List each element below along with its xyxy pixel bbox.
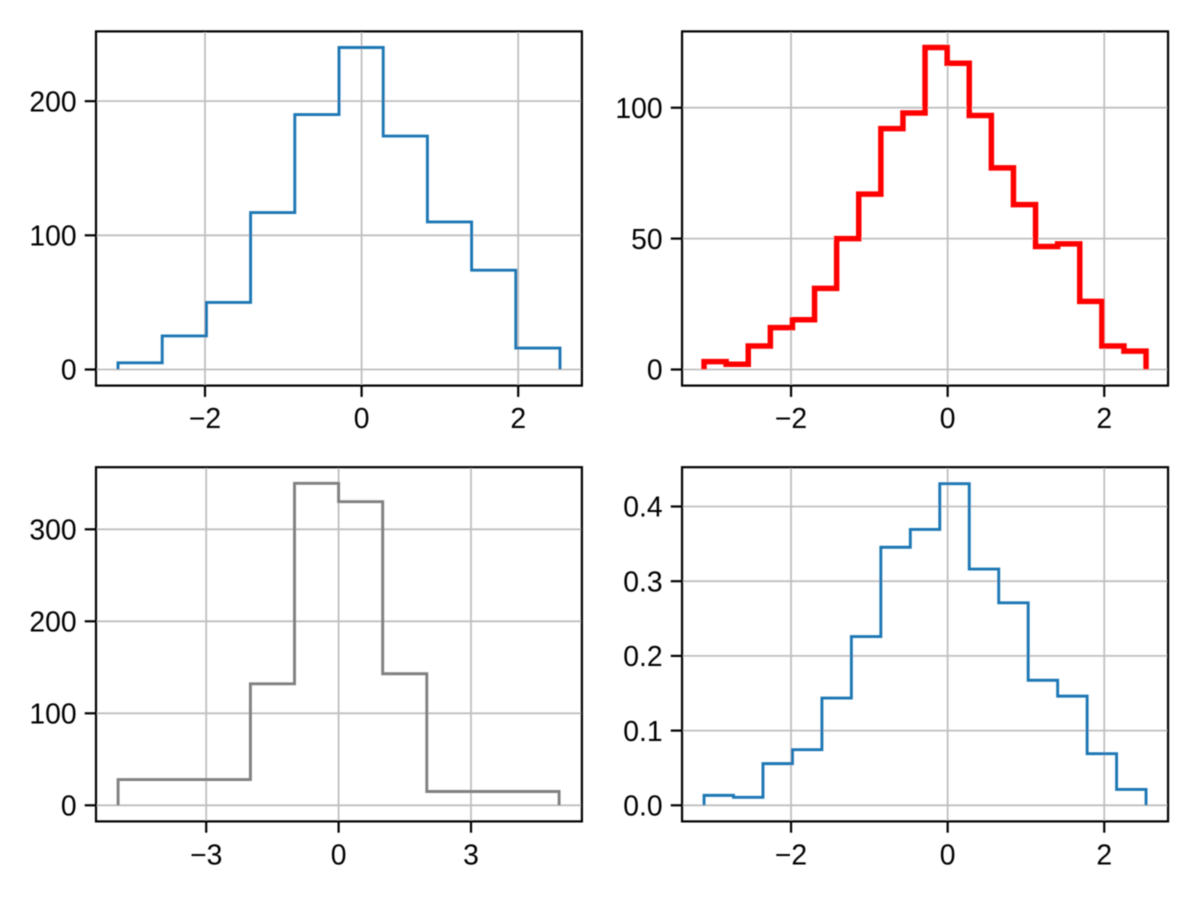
svg-text:0: 0 bbox=[354, 402, 370, 434]
svg-text:0.2: 0.2 bbox=[623, 640, 662, 672]
svg-text:100: 100 bbox=[615, 92, 662, 124]
svg-text:2: 2 bbox=[1096, 839, 1112, 871]
svg-text:0.3: 0.3 bbox=[623, 565, 662, 597]
svg-text:−2: −2 bbox=[775, 402, 807, 434]
svg-text:0: 0 bbox=[940, 402, 956, 434]
svg-text:−2: −2 bbox=[189, 402, 221, 434]
svg-text:300: 300 bbox=[29, 514, 76, 546]
svg-text:2: 2 bbox=[1096, 402, 1112, 434]
svg-text:100: 100 bbox=[29, 698, 76, 730]
svg-text:200: 200 bbox=[29, 606, 76, 638]
svg-text:0.4: 0.4 bbox=[623, 491, 662, 523]
svg-text:−3: −3 bbox=[190, 839, 222, 871]
svg-text:0.0: 0.0 bbox=[623, 790, 662, 822]
svg-text:0: 0 bbox=[647, 354, 663, 386]
svg-text:0: 0 bbox=[940, 839, 956, 871]
svg-text:0: 0 bbox=[61, 354, 77, 386]
svg-text:3: 3 bbox=[463, 839, 479, 871]
svg-text:100: 100 bbox=[29, 220, 76, 252]
svg-text:0.1: 0.1 bbox=[623, 715, 662, 747]
svg-text:2: 2 bbox=[510, 402, 526, 434]
svg-text:0: 0 bbox=[331, 839, 347, 871]
svg-text:−2: −2 bbox=[775, 839, 807, 871]
svg-text:200: 200 bbox=[29, 85, 76, 117]
svg-text:0: 0 bbox=[61, 790, 77, 822]
svg-text:50: 50 bbox=[631, 223, 662, 255]
